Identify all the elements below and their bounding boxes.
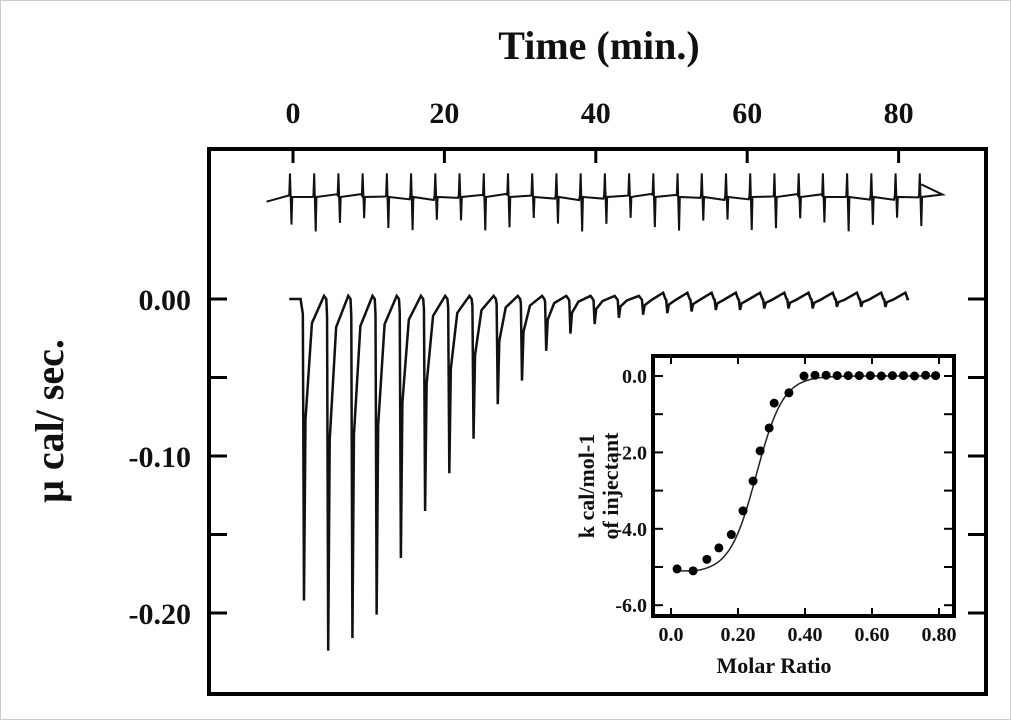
data-point (769, 398, 779, 408)
main-title: Time (min.) (498, 23, 699, 68)
data-point (738, 506, 748, 516)
x-tick-label: 0 (286, 97, 301, 130)
x-tick-label: 40 (581, 97, 611, 130)
x-tick-label: 60 (732, 97, 762, 130)
reference-trace (266, 173, 947, 232)
inset-x-tick-label: 0.60 (855, 624, 890, 646)
data-point (910, 371, 920, 381)
inset-y-label-line1: k cal/mol-1 (574, 434, 599, 539)
data-point (799, 371, 809, 381)
data-point (865, 371, 875, 381)
data-point (898, 371, 908, 381)
y-tick-label: -0.10 (129, 441, 192, 474)
data-point (810, 370, 820, 380)
inset-x-tick-label: 0.0 (659, 624, 684, 646)
data-point (821, 370, 831, 380)
inset-x-tick-label: 0.20 (721, 624, 756, 646)
titration-trace (289, 290, 910, 651)
data-point (748, 476, 758, 486)
inset-plot-frame (651, 354, 956, 618)
data-point (726, 530, 736, 540)
data-point (921, 370, 931, 380)
data-point (702, 554, 712, 564)
data-point (714, 543, 724, 553)
inset-y-tick-label: -6.0 (615, 595, 647, 617)
inset-y-tick-label: 0.0 (622, 366, 647, 388)
x-tick-label: 80 (884, 97, 914, 130)
x-tick-label: 20 (429, 97, 459, 130)
inset-y-label-line2: of injectant (598, 432, 623, 540)
data-point (931, 371, 941, 381)
inset-x-tick-label: 0.80 (922, 624, 957, 646)
data-point (755, 446, 765, 456)
inset-y-tick-label: -2.0 (615, 442, 647, 464)
data-point (764, 423, 774, 433)
inset-y-tick-label: -4.0 (615, 519, 647, 541)
data-point (887, 371, 897, 381)
y-tick-label: -0.20 (129, 598, 192, 631)
data-point (843, 371, 853, 381)
data-point (876, 371, 886, 381)
data-point (832, 371, 842, 381)
y-tick-label: 0.00 (139, 284, 192, 317)
data-point (854, 371, 864, 381)
data-point (672, 564, 682, 574)
inset-x-label: Molar Ratio (716, 653, 831, 678)
data-point (784, 388, 794, 398)
main-plot-frame (207, 147, 988, 696)
main-y-label: μ cal/ sec. (27, 339, 72, 503)
data-point (688, 566, 698, 576)
inset-x-tick-label: 0.40 (788, 624, 823, 646)
